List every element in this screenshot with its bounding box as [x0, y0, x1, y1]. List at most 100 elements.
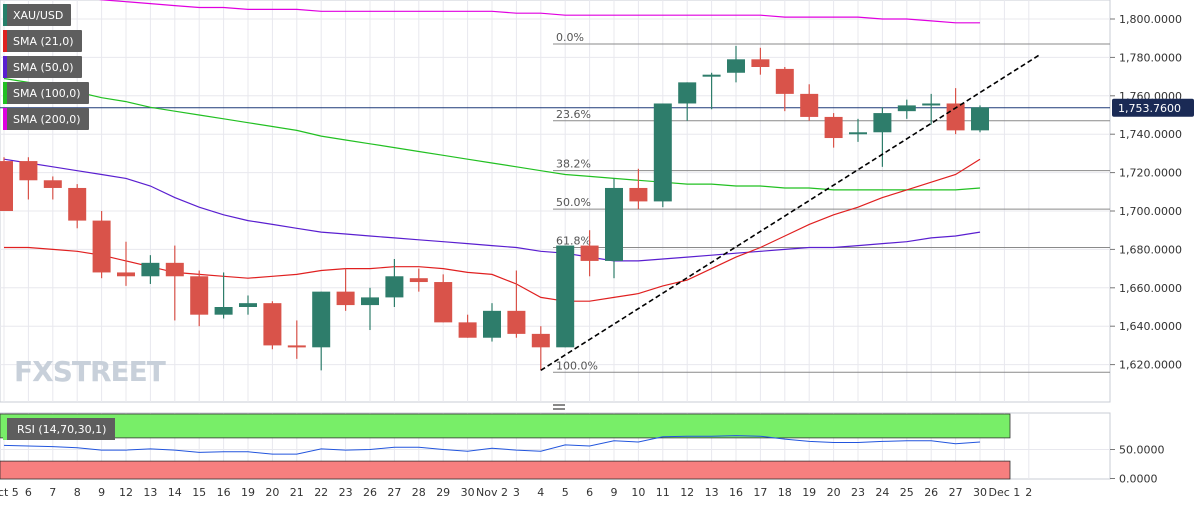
legend-label: SMA (50,0): [13, 60, 74, 74]
x-axis-tick-label: 9: [98, 486, 105, 499]
x-axis-tick-label: Oct 5: [0, 486, 19, 499]
price-axis-tick-label: 1,620.0000: [1119, 359, 1182, 372]
x-axis-tick-label: 9: [611, 486, 618, 499]
candle-body: [458, 322, 477, 338]
candle-body: [849, 132, 867, 135]
candle-body: [727, 59, 745, 73]
x-axis-tick-label: 10: [631, 486, 645, 499]
x-axis-tick-label: 27: [949, 486, 963, 499]
candle-body: [556, 245, 575, 348]
x-axis-tick-label: 29: [436, 486, 450, 499]
price-plot-area: [0, 0, 1111, 403]
price-axis-tick-label: 1,660.0000: [1119, 282, 1182, 295]
rsi-label-swatch: [3, 418, 7, 440]
rsi-indicator-label: RSI (14,70,30,1): [17, 423, 106, 436]
rsi-line: [3, 435, 981, 455]
candle-body: [800, 93, 819, 117]
x-axis-tick-label: 13: [705, 486, 719, 499]
pane-resize-handle: [553, 408, 565, 410]
legend-item[interactable]: XAU/USD: [3, 4, 72, 26]
x-axis-tick-label: 20: [827, 486, 841, 499]
x-axis-tick-label: 19: [241, 486, 255, 499]
legend-label: XAU/USD: [13, 8, 64, 22]
legend-swatch: [3, 82, 7, 104]
price-axis-tick-label: 1,740.0000: [1119, 128, 1182, 141]
legend-item[interactable]: SMA (21,0): [3, 30, 82, 52]
candle-body: [434, 282, 453, 323]
x-axis-tick-label: 12: [119, 486, 133, 499]
x-axis-tick-label: 19: [802, 486, 816, 499]
candle-body: [68, 187, 87, 221]
candle-body: [922, 103, 941, 106]
price-axis-tick-label: 1,640.0000: [1119, 320, 1182, 333]
candle-body: [263, 303, 282, 346]
x-axis-tick-label: 14: [168, 486, 182, 499]
candle-body: [117, 272, 135, 277]
x-axis-tick-label: 23: [851, 486, 865, 499]
x-axis-tick-label: 12: [680, 486, 694, 499]
rsi-label-background: [3, 418, 115, 440]
x-axis-tick-label: 30: [461, 486, 475, 499]
price-axis-tick-label: 1,780.0000: [1119, 51, 1182, 64]
x-axis-tick-label: 23: [339, 486, 353, 499]
price-axis-tick-label: 1,720.0000: [1119, 167, 1182, 180]
price-axis-tick-label: 1,800.0000: [1119, 13, 1182, 26]
watermark-logo: FXSTREET: [14, 355, 166, 388]
candle-body: [946, 103, 965, 131]
rsi-axis-tick-label: 50.0000: [1119, 444, 1165, 457]
candle-body: [629, 187, 648, 202]
candle-body: [287, 345, 306, 348]
candle-body: [702, 74, 721, 77]
grid-layer: [0, 0, 1111, 480]
trendline-layer: [540, 54, 1039, 372]
legend-label: SMA (200,0): [13, 112, 81, 126]
rsi-oversold-zone: [0, 460, 1011, 480]
legend-item[interactable]: SMA (100,0): [3, 82, 89, 104]
candle-body: [531, 333, 550, 348]
candle-body: [312, 291, 331, 348]
legend-item[interactable]: SMA (200,0): [3, 108, 89, 130]
sma-50-line: [3, 158, 981, 262]
x-axis-tick-label: 22: [314, 486, 328, 499]
candle-body: [824, 116, 843, 139]
fibonacci-label: 0.0%: [556, 31, 584, 44]
x-axis-tick-label: 15: [192, 486, 206, 499]
x-axis-tick-label: 20: [265, 486, 279, 499]
x-axis-tick-label: 17: [753, 486, 767, 499]
legend-swatch: [3, 108, 7, 130]
x-axis-tick-label: 30: [973, 486, 987, 499]
fibonacci-label: 23.6%: [556, 108, 591, 121]
candle-body: [751, 59, 770, 67]
x-axis-tick-label: 26: [924, 486, 938, 499]
x-axis-tick-label: 27: [387, 486, 401, 499]
candle-body: [580, 245, 599, 261]
trendline: [540, 54, 1039, 372]
candle-body: [92, 220, 111, 273]
legend-swatch: [3, 4, 7, 26]
x-axis-tick-label: 26: [363, 486, 377, 499]
candle-body: [165, 262, 184, 277]
x-axis-tick-label: 24: [875, 486, 889, 499]
axis-layer: 1,620.0000 1,640.0000 1,660.0000 1,680.0000…: [0, 13, 1194, 499]
legend-item[interactable]: SMA (50,0): [3, 56, 82, 78]
x-axis-tick-label: 6: [586, 486, 593, 499]
candle-body: [775, 68, 794, 94]
fibonacci-label: 38.2%: [556, 158, 591, 171]
x-axis-tick-label: 5: [562, 486, 569, 499]
candle-body: [483, 310, 501, 338]
rsi-layer: [0, 413, 1011, 480]
candle-body: [653, 103, 672, 202]
legend-swatch: [3, 30, 7, 52]
x-axis-tick-label: 4: [537, 486, 544, 499]
candle-body: [897, 105, 916, 112]
candle-body: [214, 307, 233, 315]
candle-body: [678, 82, 697, 104]
x-axis-tick-label: Nov 2: [476, 486, 508, 499]
price-badge-background: [1112, 98, 1194, 117]
x-axis-tick-label: Dec 1: [989, 486, 1021, 499]
candle-body: [385, 276, 404, 298]
candle-body: [0, 161, 13, 211]
sma-200-line: [98, 0, 980, 24]
legend-label: SMA (21,0): [13, 34, 74, 48]
